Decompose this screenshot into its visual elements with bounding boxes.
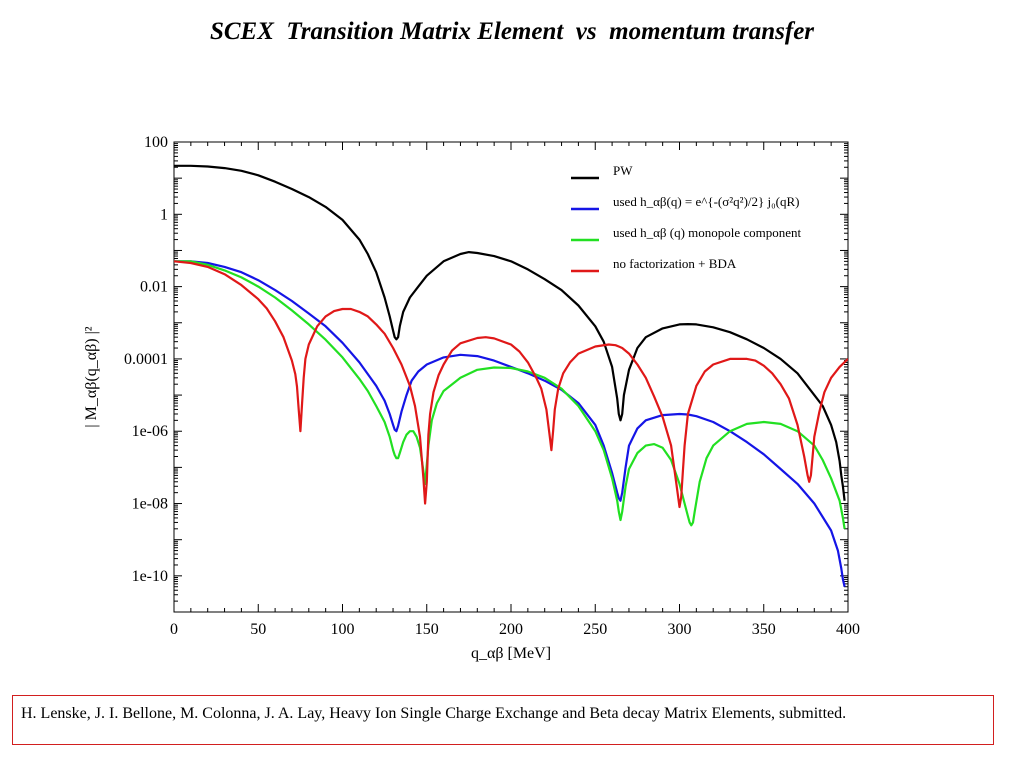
- x-tick-label: 400: [836, 621, 860, 638]
- y-tick-label: 0.0001: [124, 351, 168, 368]
- series-line-1: [174, 164, 846, 501]
- x-tick-label: 100: [331, 621, 355, 638]
- y-tick-label: 1e-06: [132, 423, 168, 440]
- y-tick-label: 1e-10: [132, 568, 168, 585]
- x-tick-label: 250: [583, 621, 607, 638]
- plot-frame: [173, 141, 849, 613]
- x-tick-label: 350: [752, 621, 776, 638]
- y-tick-label: 1: [160, 206, 168, 223]
- x-axis-label: q_αβ [MeV]: [471, 645, 551, 662]
- x-tick-label: 50: [250, 621, 266, 638]
- legend-label-3: used h_αβ (q) monopole component: [613, 225, 802, 240]
- matrix-element-chart: 0 50 100 150 200 250 300 350 400 100 1 0.01 0.0001 1e…: [83, 134, 860, 662]
- y-tick-label: 1e-08: [132, 496, 168, 513]
- x-tick-label: 300: [668, 621, 692, 638]
- x-tick-label: 150: [415, 621, 439, 638]
- legend-label-2: used h_αβ(q) = e^{-(σ²q²)/2} j₀(qR): [613, 194, 799, 209]
- y-axis-label: | M_αβ(q_αβ) |²: [83, 326, 100, 427]
- slide-title: SCEX Transition Matrix Element vs moment…: [209, 18, 815, 45]
- legend-label-4: no factorization + BDA: [613, 256, 737, 271]
- x-tick-label: 200: [499, 621, 523, 638]
- y-tick-label: 100: [144, 134, 168, 151]
- series-lines: [174, 164, 848, 587]
- x-tick-label: 0: [170, 621, 178, 638]
- legend-label-1: PW: [613, 163, 633, 178]
- citation-box: H. Lenske, J. I. Bellone, M. Colonna, J.…: [12, 695, 994, 745]
- series-line-4: [174, 260, 848, 509]
- y-tick-label: 0.01: [140, 279, 168, 296]
- series-line-3: [174, 260, 846, 529]
- citation-text: H. Lenske, J. I. Bellone, M. Colonna, J.…: [21, 705, 847, 722]
